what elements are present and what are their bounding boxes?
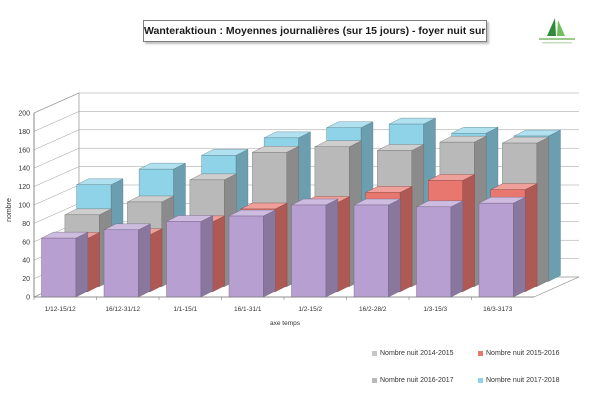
bar [291,198,339,298]
gridline [33,111,579,132]
bar-front [103,229,139,298]
bar-side [399,186,413,293]
bar-side [274,202,288,293]
bar-side [200,215,214,298]
bar [166,215,214,298]
bar-side [462,174,475,293]
x-tick-label: 1/1-15/1 [173,306,197,313]
legend-label: Nombre nuit 2014-2015 [380,350,454,357]
y-tick-label: 40 [22,258,30,265]
legend-item: Nombre nuit 2015-2016 [478,350,560,357]
bar [41,231,89,298]
chart-axes [33,113,534,300]
bar-side [536,136,549,287]
bar-side [149,228,163,293]
y-tick-label: 160 [18,147,30,154]
legend-item: Nombre nuit 2017-2018 [478,377,560,384]
legend-label: Nombre nuit 2015-2016 [486,350,560,357]
bar-side [388,198,401,298]
x-tick-label: 16/12-31/12 [105,306,140,313]
bar-side [524,183,538,293]
bar [228,209,276,298]
x-axis-label: axe temps [270,320,301,327]
x-tick-label: 16/3-3173 [483,306,513,313]
bar-side [212,215,225,293]
y-tick-label: 80 [22,221,30,228]
y-tick-label: 20 [22,276,30,283]
legend-swatch [372,377,377,383]
y-tick-label: 0 [26,295,30,302]
bar-front [166,221,202,298]
x-tick-label: 16/2-28/2 [359,306,387,313]
bar-side [337,196,350,293]
bar-side [548,129,561,282]
bar-front [478,202,514,298]
legend-swatch [478,350,483,356]
chart-bars [41,117,561,298]
chart-plot: 0 20 40 60 80 100 120 140 160 180 200 1/12-15/12 16/… [6,92,580,327]
bar-side [450,200,464,298]
y-tick-label: 100 [18,203,30,210]
bar-side [75,231,89,298]
bar [478,196,526,298]
bar-side [325,198,339,298]
bar-side [87,232,100,293]
y-tick-label: 140 [18,166,30,173]
y-tick-label: 60 [22,239,30,246]
y-tick-label: 200 [18,111,30,118]
x-tick-label: 1/3-15/3 [423,306,447,313]
bar-side [513,196,526,298]
legend-swatch [372,350,377,356]
x-tick-label: 16/1-31/1 [234,306,262,313]
legend-label: Nombre nuit 2017-2018 [486,377,560,384]
legend-swatch [478,377,483,383]
x-tick-label: 1/2-15/2 [298,306,322,313]
bar-side [263,209,276,298]
bar-front [41,237,77,298]
logo-icon [539,18,575,44]
legend-item: Nombre nuit 2016-2017 [372,377,454,384]
y-axis-label: nombre [6,198,13,222]
x-tick-label: 1/12-15/12 [45,306,76,313]
y-tick-label: 120 [18,184,30,191]
y-tick-label: 180 [18,129,30,136]
legend-item: Nombre nuit 2014-2015 [372,350,454,357]
bar-front [416,206,452,298]
legend-label: Nombre nuit 2016-2017 [380,377,454,384]
chart-title: Wanteraktioun : Moyennes journalières (s… [143,20,487,42]
chart-tick-labels: 0 20 40 60 80 100 120 140 160 180 200 1/12-15/12 16/… [18,111,512,314]
bar-front [228,215,264,298]
bar [353,198,401,298]
bar [103,223,151,298]
gridline [33,92,579,114]
bar-side [138,223,151,298]
bar-front [353,204,389,298]
bar [416,200,464,298]
bar-front [291,204,327,298]
